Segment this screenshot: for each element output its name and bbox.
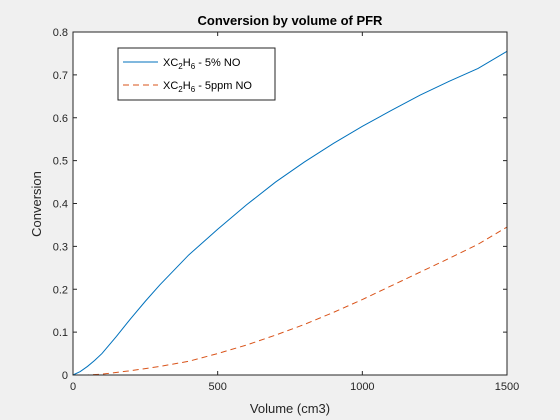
legend-box	[117, 47, 276, 101]
chart-title: Conversion by volume of PFR	[198, 13, 384, 28]
legend: XC2H6 - 5% NO XC2H6 - 5ppm NO	[117, 47, 276, 101]
x-tick-label: 0	[70, 381, 76, 393]
x-tick-label: 1000	[350, 381, 374, 393]
y-tick-label: 0.5	[53, 156, 68, 168]
y-tick-label: 0.4	[53, 199, 68, 211]
y-tick-label: 0.6	[53, 113, 68, 125]
legend-entry-1: XC2H6 - 5% NO	[163, 57, 241, 71]
y-tick-label: 0.8	[53, 27, 68, 39]
legend-entry-2: XC2H6 - 5ppm NO	[163, 80, 252, 94]
series-line-2	[73, 226, 508, 376]
x-axis-label: Volume (cm3)	[250, 401, 330, 416]
y-tick-label: 0.7	[53, 70, 68, 82]
ticks-layer: 0 500 1000 1500 0 0.1 0.2 0.3 0.4 0.5 0.6 0.7 0.8	[53, 27, 520, 393]
x-tick-label: 1500	[495, 381, 519, 393]
y-axis-label: Conversion	[29, 171, 44, 237]
y-tick-label: 0.1	[53, 327, 68, 339]
series-layer	[72, 50, 508, 376]
y-tick-label: 0.2	[53, 284, 68, 296]
x-tick-label: 500	[208, 381, 226, 393]
series-line-1	[72, 50, 508, 376]
y-tick-label: 0.3	[53, 241, 68, 253]
y-tick-label: 0	[62, 370, 68, 382]
